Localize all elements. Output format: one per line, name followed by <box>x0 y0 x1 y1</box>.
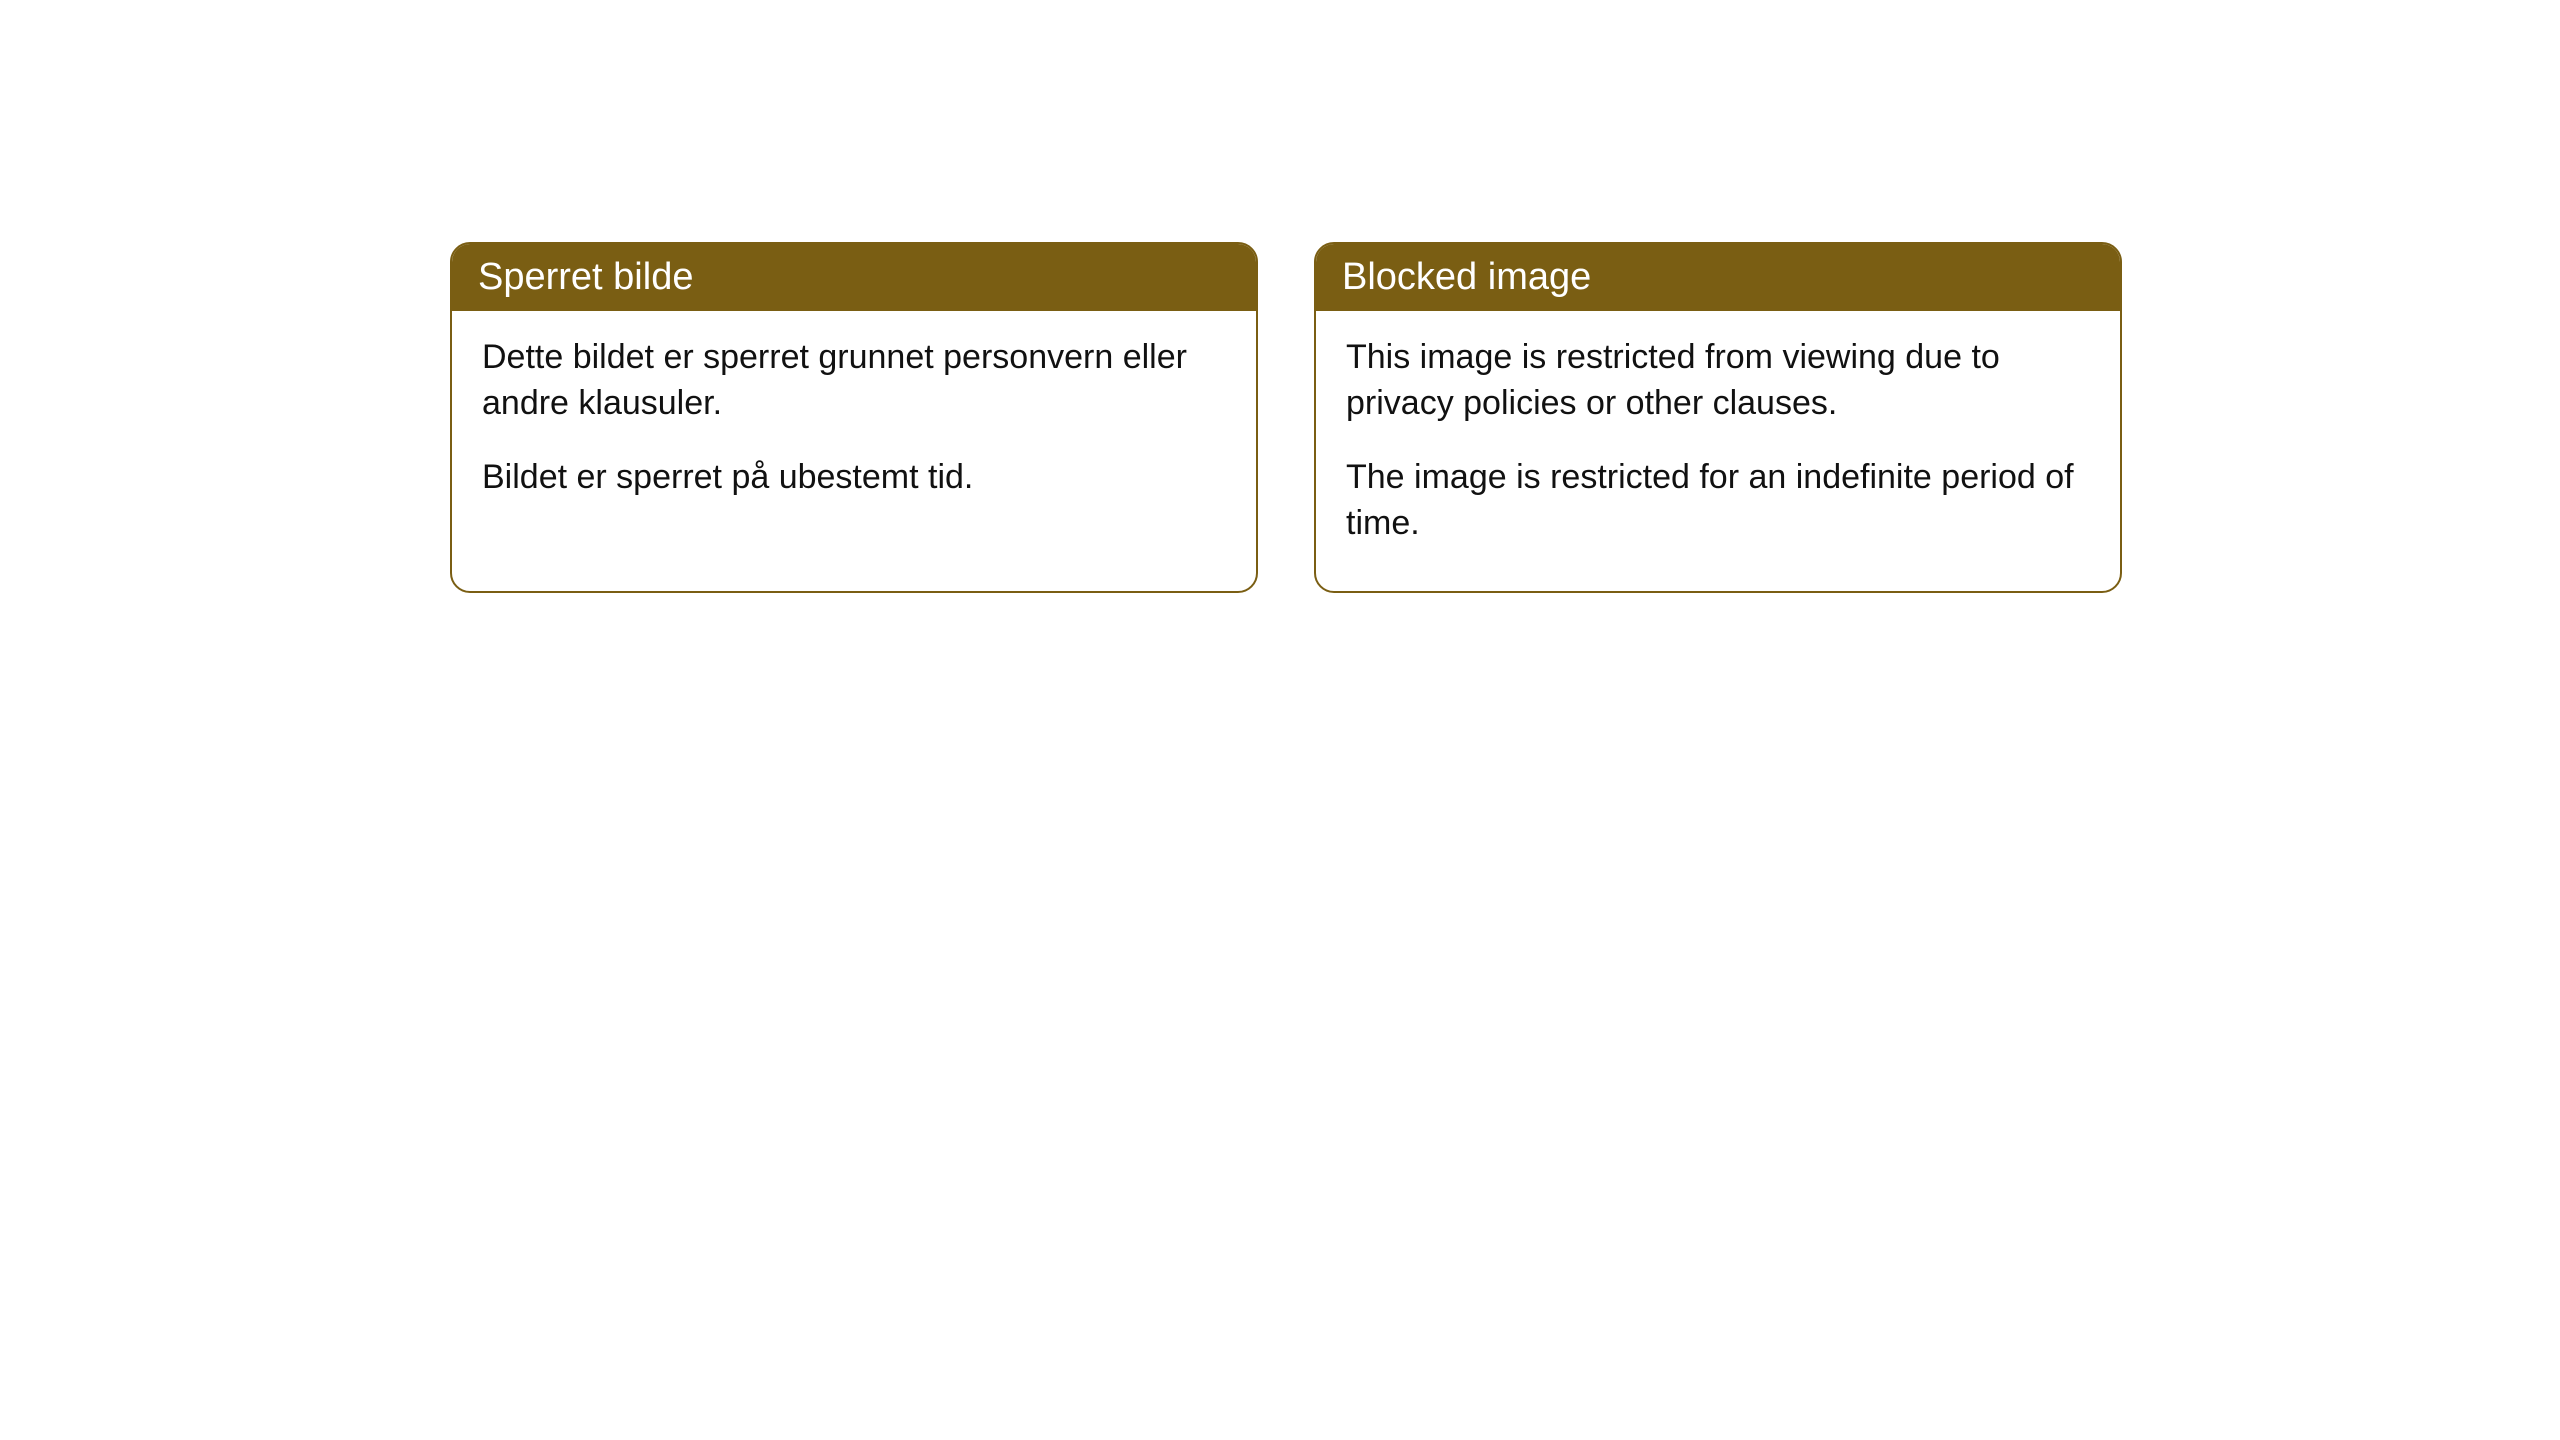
notice-cards-container: Sperret bilde Dette bildet er sperret gr… <box>450 242 2560 593</box>
card-body-english: This image is restricted from viewing du… <box>1316 311 2120 591</box>
card-paragraph: Dette bildet er sperret grunnet personve… <box>482 335 1226 427</box>
card-title-norwegian: Sperret bilde <box>452 244 1256 311</box>
card-paragraph: Bildet er sperret på ubestemt tid. <box>482 455 1226 501</box>
card-paragraph: The image is restricted for an indefinit… <box>1346 455 2090 547</box>
card-body-norwegian: Dette bildet er sperret grunnet personve… <box>452 311 1256 545</box>
card-paragraph: This image is restricted from viewing du… <box>1346 335 2090 427</box>
notice-card-norwegian: Sperret bilde Dette bildet er sperret gr… <box>450 242 1258 593</box>
card-title-english: Blocked image <box>1316 244 2120 311</box>
notice-card-english: Blocked image This image is restricted f… <box>1314 242 2122 593</box>
